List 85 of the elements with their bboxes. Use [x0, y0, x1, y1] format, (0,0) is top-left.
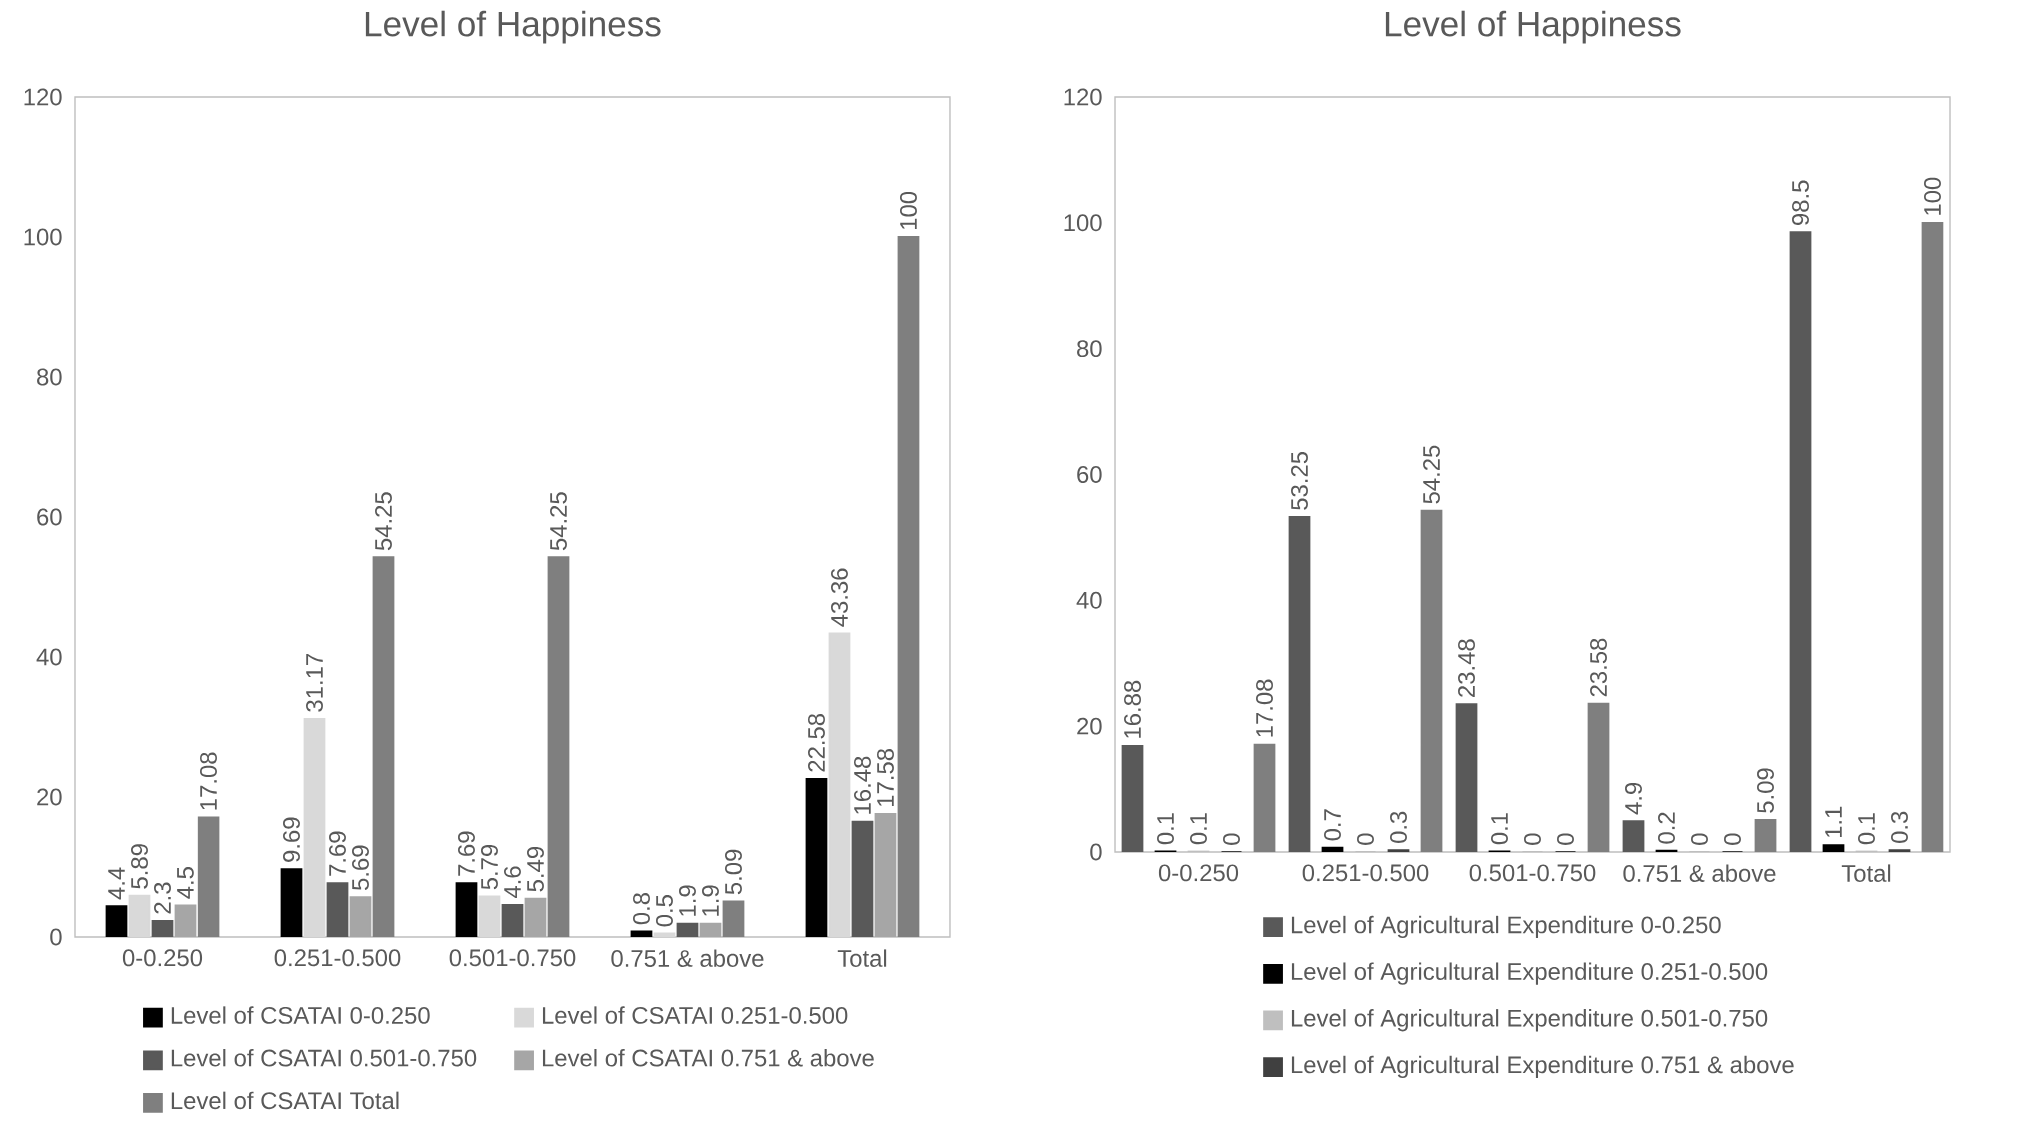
data-label: 0 — [1524, 833, 1541, 845]
data-label: 54.25 — [550, 492, 567, 551]
data-label: 16.48 — [854, 756, 871, 814]
data-label: 17.08 — [1256, 679, 1273, 737]
data-label: 0 — [1691, 833, 1708, 845]
data-label: 0.1 — [1491, 813, 1508, 845]
x-tick-label: 0.501-0.750 — [1469, 864, 1596, 882]
x-tick-label: Total — [837, 949, 887, 967]
y-tick-label: 120 — [24, 88, 62, 106]
x-tick-label: Total — [1841, 864, 1891, 882]
data-label: 5.79 — [481, 844, 498, 890]
data-label: 100 — [900, 191, 917, 230]
y-tick-label: 0 — [1090, 843, 1102, 861]
data-label: 7.69 — [329, 831, 346, 876]
data-label: 4.6 — [504, 866, 521, 899]
data-label: 0.7 — [1324, 809, 1341, 841]
y-tick-label: 20 — [37, 788, 62, 806]
data-label: 5.89 — [131, 844, 148, 889]
y-tick-label: 80 — [37, 368, 62, 386]
data-label: 54.25 — [375, 492, 392, 551]
chart-title: Level of Happiness — [365, 10, 661, 44]
y-tick-label: 100 — [24, 228, 62, 246]
x-tick-label: 0.751 & above — [611, 949, 764, 967]
legend-label: Level of Agricultural Expenditure 0.751 & above — [1291, 1055, 1794, 1079]
data-label: 4.9 — [1625, 782, 1642, 815]
data-label: 5.69 — [352, 845, 369, 891]
data-label: 43.36 — [831, 568, 848, 627]
x-tick-label: 0.751 & above — [1623, 864, 1776, 882]
y-tick-label: 60 — [1077, 466, 1102, 483]
data-label: 4.4 — [108, 867, 125, 900]
data-label: 4.5 — [177, 867, 194, 899]
data-label: 31.17 — [306, 654, 323, 712]
y-tick-label: 40 — [1076, 591, 1102, 609]
y-tick-label: 120 — [1064, 88, 1102, 106]
legend-label: Level of CSATAI 0.751 & above — [542, 1049, 874, 1067]
data-label: 17.08 — [200, 752, 217, 810]
x-tick-label: 0-0.250 — [1158, 864, 1239, 882]
data-label: 23.48 — [1458, 639, 1475, 697]
data-label: 100 — [1924, 177, 1941, 215]
y-tick-label: 20 — [1077, 717, 1102, 735]
data-label: 22.58 — [808, 713, 825, 772]
data-label: 0 — [1557, 833, 1574, 845]
data-label: 5.09 — [725, 849, 742, 895]
data-label: 53.25 — [1291, 452, 1308, 510]
y-tick-label: 40 — [36, 648, 62, 666]
x-tick-label: 0.501-0.750 — [449, 949, 576, 967]
data-label: 0.3 — [1390, 811, 1407, 844]
data-label: 1.9 — [702, 885, 719, 916]
data-label: 0.8 — [633, 893, 650, 925]
x-tick-label: 0.251-0.500 — [274, 949, 401, 967]
data-label: 0 — [1724, 833, 1741, 845]
data-label: 0 — [1357, 833, 1374, 845]
data-label: 7.69 — [458, 831, 475, 876]
legend-label: Level of Agricultural Expenditure 0.501-0.750 — [1291, 1009, 1768, 1032]
data-label: 2.3 — [154, 882, 171, 914]
legend-label: Level of Agricultural Expenditure 0-0.250 — [1291, 915, 1721, 939]
data-label: 0 — [1223, 833, 1240, 845]
y-tick-label: 100 — [1064, 214, 1102, 232]
legend-label: Level of CSATAI 0.251-0.500 — [542, 1006, 848, 1024]
y-tick-label: 60 — [37, 508, 62, 526]
legend-label: Level of CSATAI 0-0.250 — [171, 1006, 430, 1024]
data-label: 1.1 — [1825, 806, 1842, 838]
data-label: 54.25 — [1423, 445, 1440, 504]
legend-label: Level of CSATAI 0.501-0.750 — [171, 1049, 477, 1067]
y-tick-label: 80 — [1077, 340, 1102, 358]
data-label: 5.09 — [1757, 768, 1774, 813]
data-label: 0.1 — [1190, 813, 1207, 845]
chart-title: Level of Happiness — [1385, 10, 1681, 44]
data-label: 0.2 — [1658, 812, 1675, 844]
legend-label: Level of CSATAI Total — [171, 1091, 399, 1110]
data-label: 0.3 — [1891, 811, 1908, 844]
x-tick-label: 0-0.250 — [122, 949, 203, 967]
y-tick-label: 0 — [50, 928, 62, 946]
data-label: 16.88 — [1124, 680, 1141, 738]
data-label: 5.49 — [527, 847, 544, 892]
data-label: 98.5 — [1792, 180, 1809, 226]
data-label: 23.58 — [1590, 638, 1607, 697]
data-label: 0.1 — [1858, 813, 1875, 845]
x-tick-label: 0.251-0.500 — [1302, 864, 1429, 882]
legend-label: Level of Agricultural Expenditure 0.251-0.500 — [1291, 962, 1768, 985]
data-label: 17.58 — [877, 748, 894, 806]
data-label: 0.1 — [1157, 813, 1174, 845]
data-label: 9.69 — [283, 817, 300, 862]
data-label: 0.5 — [656, 895, 673, 927]
data-label: 1.9 — [679, 885, 696, 916]
